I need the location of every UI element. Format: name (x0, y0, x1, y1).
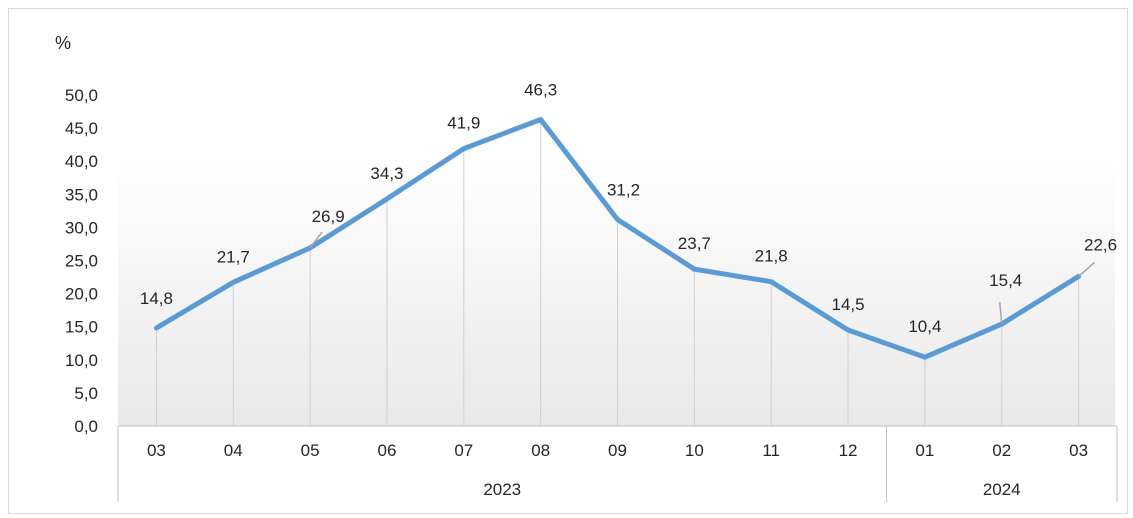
data-label: 23,7 (678, 234, 711, 253)
data-label: 21,7 (217, 247, 250, 266)
data-label: 26,9 (312, 207, 345, 226)
y-unit-label: % (55, 33, 72, 53)
x-tick-label: 02 (992, 441, 1011, 460)
x-tick-label: 08 (531, 441, 550, 460)
data-label: 14,8 (140, 289, 173, 308)
y-tick-label: 20,0 (65, 285, 98, 304)
x-tick-label: 01 (915, 441, 934, 460)
x-tick-label: 04 (224, 441, 243, 460)
data-label: 22,6 (1084, 235, 1117, 254)
y-tick-label: 5,0 (74, 384, 98, 403)
data-label: 41,9 (447, 114, 480, 133)
data-label: 34,3 (370, 164, 403, 183)
data-label: 14,5 (831, 295, 864, 314)
x-tick-label: 10 (685, 441, 704, 460)
data-label-leader (1078, 261, 1096, 277)
y-tick-label: 40,0 (65, 152, 98, 171)
x-tick-label: 03 (147, 441, 166, 460)
y-tick-label: 45,0 (65, 119, 98, 138)
x-tick-label: 09 (608, 441, 627, 460)
x-tick-label: 07 (454, 441, 473, 460)
y-tick-label: 50,0 (65, 86, 98, 105)
y-tick-label: 15,0 (65, 318, 98, 337)
data-label: 10,4 (908, 317, 941, 336)
plot-background (118, 158, 1115, 426)
x-tick-label: 06 (378, 441, 397, 460)
x-tick-label: 05 (301, 441, 320, 460)
data-label-leader (309, 231, 323, 249)
y-tick-label: 0,0 (74, 417, 98, 436)
y-tick-label: 35,0 (65, 185, 98, 204)
year-group-label: 2024 (983, 480, 1021, 499)
x-tick-label: 03 (1069, 441, 1088, 460)
data-label: 46,3 (524, 80, 557, 99)
y-tick-label: 10,0 (65, 351, 98, 370)
x-tick-label: 11 (762, 441, 780, 460)
year-group-label: 2023 (483, 480, 521, 499)
y-tick-label: 30,0 (65, 218, 98, 237)
x-tick-label: 12 (839, 441, 858, 460)
y-tick-label: 25,0 (65, 252, 98, 271)
data-label: 21,8 (755, 247, 788, 266)
data-label: 15,4 (989, 271, 1022, 290)
data-label-leader (998, 301, 1003, 325)
data-label: 31,2 (607, 180, 640, 199)
